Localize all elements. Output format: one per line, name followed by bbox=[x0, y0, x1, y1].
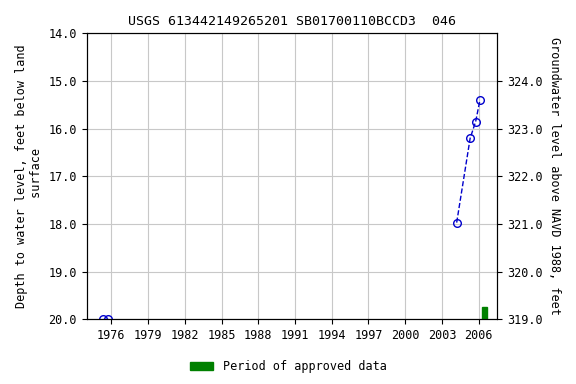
Y-axis label: Depth to water level, feet below land
 surface: Depth to water level, feet below land su… bbox=[15, 45, 43, 308]
Bar bbox=[482, 308, 487, 319]
Legend: Period of approved data: Period of approved data bbox=[185, 356, 391, 378]
Title: USGS 613442149265201 SB01700110BCCD3  046: USGS 613442149265201 SB01700110BCCD3 046 bbox=[128, 15, 456, 28]
Y-axis label: Groundwater level above NAVD 1988, feet: Groundwater level above NAVD 1988, feet bbox=[548, 37, 561, 315]
